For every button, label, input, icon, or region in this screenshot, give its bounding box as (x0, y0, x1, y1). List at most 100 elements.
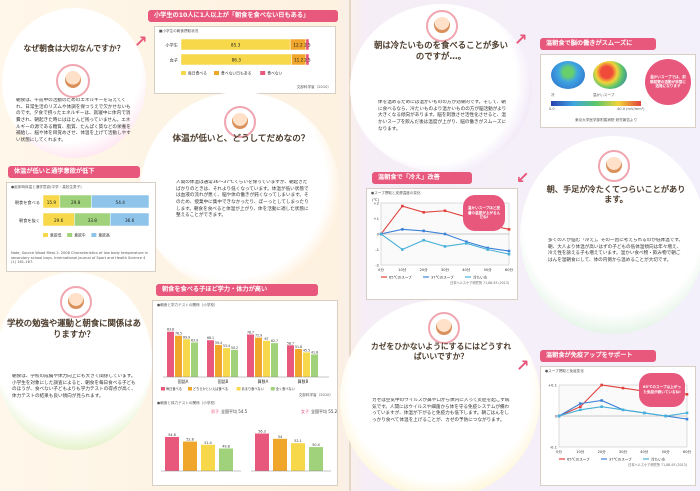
x-tick-label: 0分 (378, 267, 384, 272)
q6-character-avatar (428, 312, 460, 344)
x-tick-label: 0分 (556, 449, 562, 454)
fitness-value: 52.1 (294, 439, 302, 443)
scale-min: 0.0 (549, 107, 555, 111)
legend-swatch (260, 71, 266, 75)
legend-label: 意欲高 (98, 233, 110, 238)
x-tick-label: 30分 (619, 449, 628, 454)
series-point (422, 229, 425, 233)
fitness-average: 全国平均 54.5 (221, 408, 248, 414)
score-value: 72.9 (255, 334, 262, 338)
series-point (643, 411, 646, 415)
score-value: 67 (264, 337, 268, 341)
legend-label: 毎日食べる (188, 71, 207, 76)
y-axis-label: (℃) (372, 198, 379, 202)
x-tick-label: 30分 (441, 267, 450, 272)
legend-label: 食べない (267, 71, 282, 76)
x-tick-label: 10分 (576, 449, 585, 454)
chart-source: 日本ヘルスケア研究所 71,88-93 (2013) (450, 280, 509, 285)
series-point (465, 242, 468, 245)
score-value: 58.7 (287, 341, 294, 345)
legend-swatch (188, 387, 192, 391)
series-point (465, 240, 468, 244)
fitness-bar (255, 433, 269, 471)
stat6-subtitle: ●スープ摂取と免疫変化 (545, 369, 584, 373)
score-bar (215, 344, 222, 377)
series-point (664, 414, 667, 418)
fitness-value: 54.8 (168, 433, 176, 437)
stat2-note: Note, Source Wood Meal.1: 2008 Character… (11, 251, 148, 265)
series-point (507, 252, 511, 256)
legend-swatch (67, 233, 73, 237)
q6-answer: カゼは空気中のウイルスが鼻や口から体内に入って炎症を起こす病気です。人間にはウイ… (372, 398, 510, 423)
score-value: 45.5 (303, 348, 310, 352)
series-point (579, 405, 582, 408)
score-bar (191, 342, 198, 377)
q5-character-avatar (598, 150, 630, 182)
legend-swatch (236, 387, 241, 391)
series-point (486, 246, 489, 250)
fitness-value: 52.8 (186, 438, 194, 442)
segment-value: 85.3 (231, 43, 241, 48)
score-value: 63.9 (191, 338, 198, 342)
y-tick-label: 0 (555, 414, 558, 419)
score-bar (223, 348, 230, 377)
stacked-bar-segment (305, 53, 310, 66)
q6-arrow-icon: ↗ (516, 356, 530, 375)
y-tick-label: -0.1 (550, 445, 558, 450)
fitness-value: 50.4 (312, 443, 320, 447)
series-point (401, 204, 404, 208)
fitness-average: 全国平均 55.2 (311, 408, 337, 414)
score-bar (311, 354, 318, 377)
y-tick-label: -1 (375, 247, 379, 252)
legend-label: 37℃のスープ (609, 457, 632, 462)
fitness-bar (309, 447, 323, 471)
stat5-callout: 温かいスープほど皮膚の温度が上がるんだね! (463, 195, 505, 231)
q6-question: カゼをひかないようにするにはどうすればいいですか？ (370, 342, 512, 361)
stacked-bar-segment (109, 212, 150, 227)
category-label: 国語A (178, 378, 189, 384)
segment-value: 2.5 (304, 43, 311, 48)
q4-arrow-icon: ↗ (514, 30, 528, 49)
warm-label: 温かいスープ (593, 93, 615, 97)
stat4-callout: 温かいスープでは、前頭前野の活動が非常に活発になります (645, 59, 691, 105)
q1-character-avatar (56, 64, 90, 98)
series-point (401, 248, 404, 251)
legend-label: 37℃のスープ (431, 275, 454, 280)
series-point (579, 408, 582, 412)
legend-label: 65℃のスープ (567, 457, 590, 462)
chart-source: 日本ヘルスケア研究所 71,88-93 (2013) (628, 462, 687, 467)
score-value: 83.8 (167, 328, 174, 332)
series-point (685, 417, 689, 421)
fitness-bar (291, 443, 305, 471)
stat1-panel: ■小学生の朝食摂取状況 小学生 85.3 12.2 2.5 女子 86.3 11.2 2.5 毎… (154, 26, 336, 94)
segment-value: 36.6 (125, 218, 135, 223)
x-tick-label: 40分 (640, 449, 649, 454)
stat3-fitness-chart: 男子 全国平均 54.5 54.8 52.8 51.4 49.8 女子 全国平均 55.2 56… (161, 408, 337, 472)
row-label: 朝食を抜く (19, 217, 40, 224)
stat1-title: 小学生の10人に1人以上が「朝食を食べない日もある」 (148, 10, 338, 22)
q1-question: なぜ朝食は大切なんですか？ (23, 44, 125, 53)
q5-arrow-icon: ↙ (516, 168, 530, 187)
segment-value: 86.3 (232, 58, 242, 63)
legend-swatch (91, 233, 97, 237)
stat5-panel: ●スープ摂取と皮膚温度の変化 +2 +1 0 -1 -2 0分 10分 20分 30分 40分 50… (366, 188, 518, 300)
q1-answer: 朝食は、午前中の活動のためのエネルギーを与えてくれ、日常生活のリズムや体調を保つ… (16, 98, 131, 143)
q2-character-avatar (224, 106, 256, 138)
series-point (486, 248, 489, 251)
series-point (507, 228, 511, 231)
score-value: 41.8 (311, 350, 318, 354)
x-tick-label: 10分 (398, 267, 407, 272)
score-bar (263, 340, 270, 377)
stat6-callout: 65℃のスープは上がった免疫が続いているね! (639, 373, 685, 407)
segment-value: 12.2 (293, 43, 303, 48)
stat4-title: 温朝食で脳の働きがスムーズに (540, 38, 656, 50)
series-point (379, 232, 383, 236)
row-label: 小学生 (165, 42, 178, 49)
row-label: 女子 (170, 57, 178, 64)
category-label: 算数B (298, 378, 309, 384)
series-point (621, 408, 625, 412)
cold-label: 冷 (551, 93, 555, 97)
score-value: 69.9 (183, 335, 190, 339)
stat2-chart: 朝食を食べる 15.9 29.8 54.4 朝食を抜く 29.6 33.8 36.6 意欲低 意欲… (15, 194, 150, 238)
score-bar (167, 331, 174, 377)
